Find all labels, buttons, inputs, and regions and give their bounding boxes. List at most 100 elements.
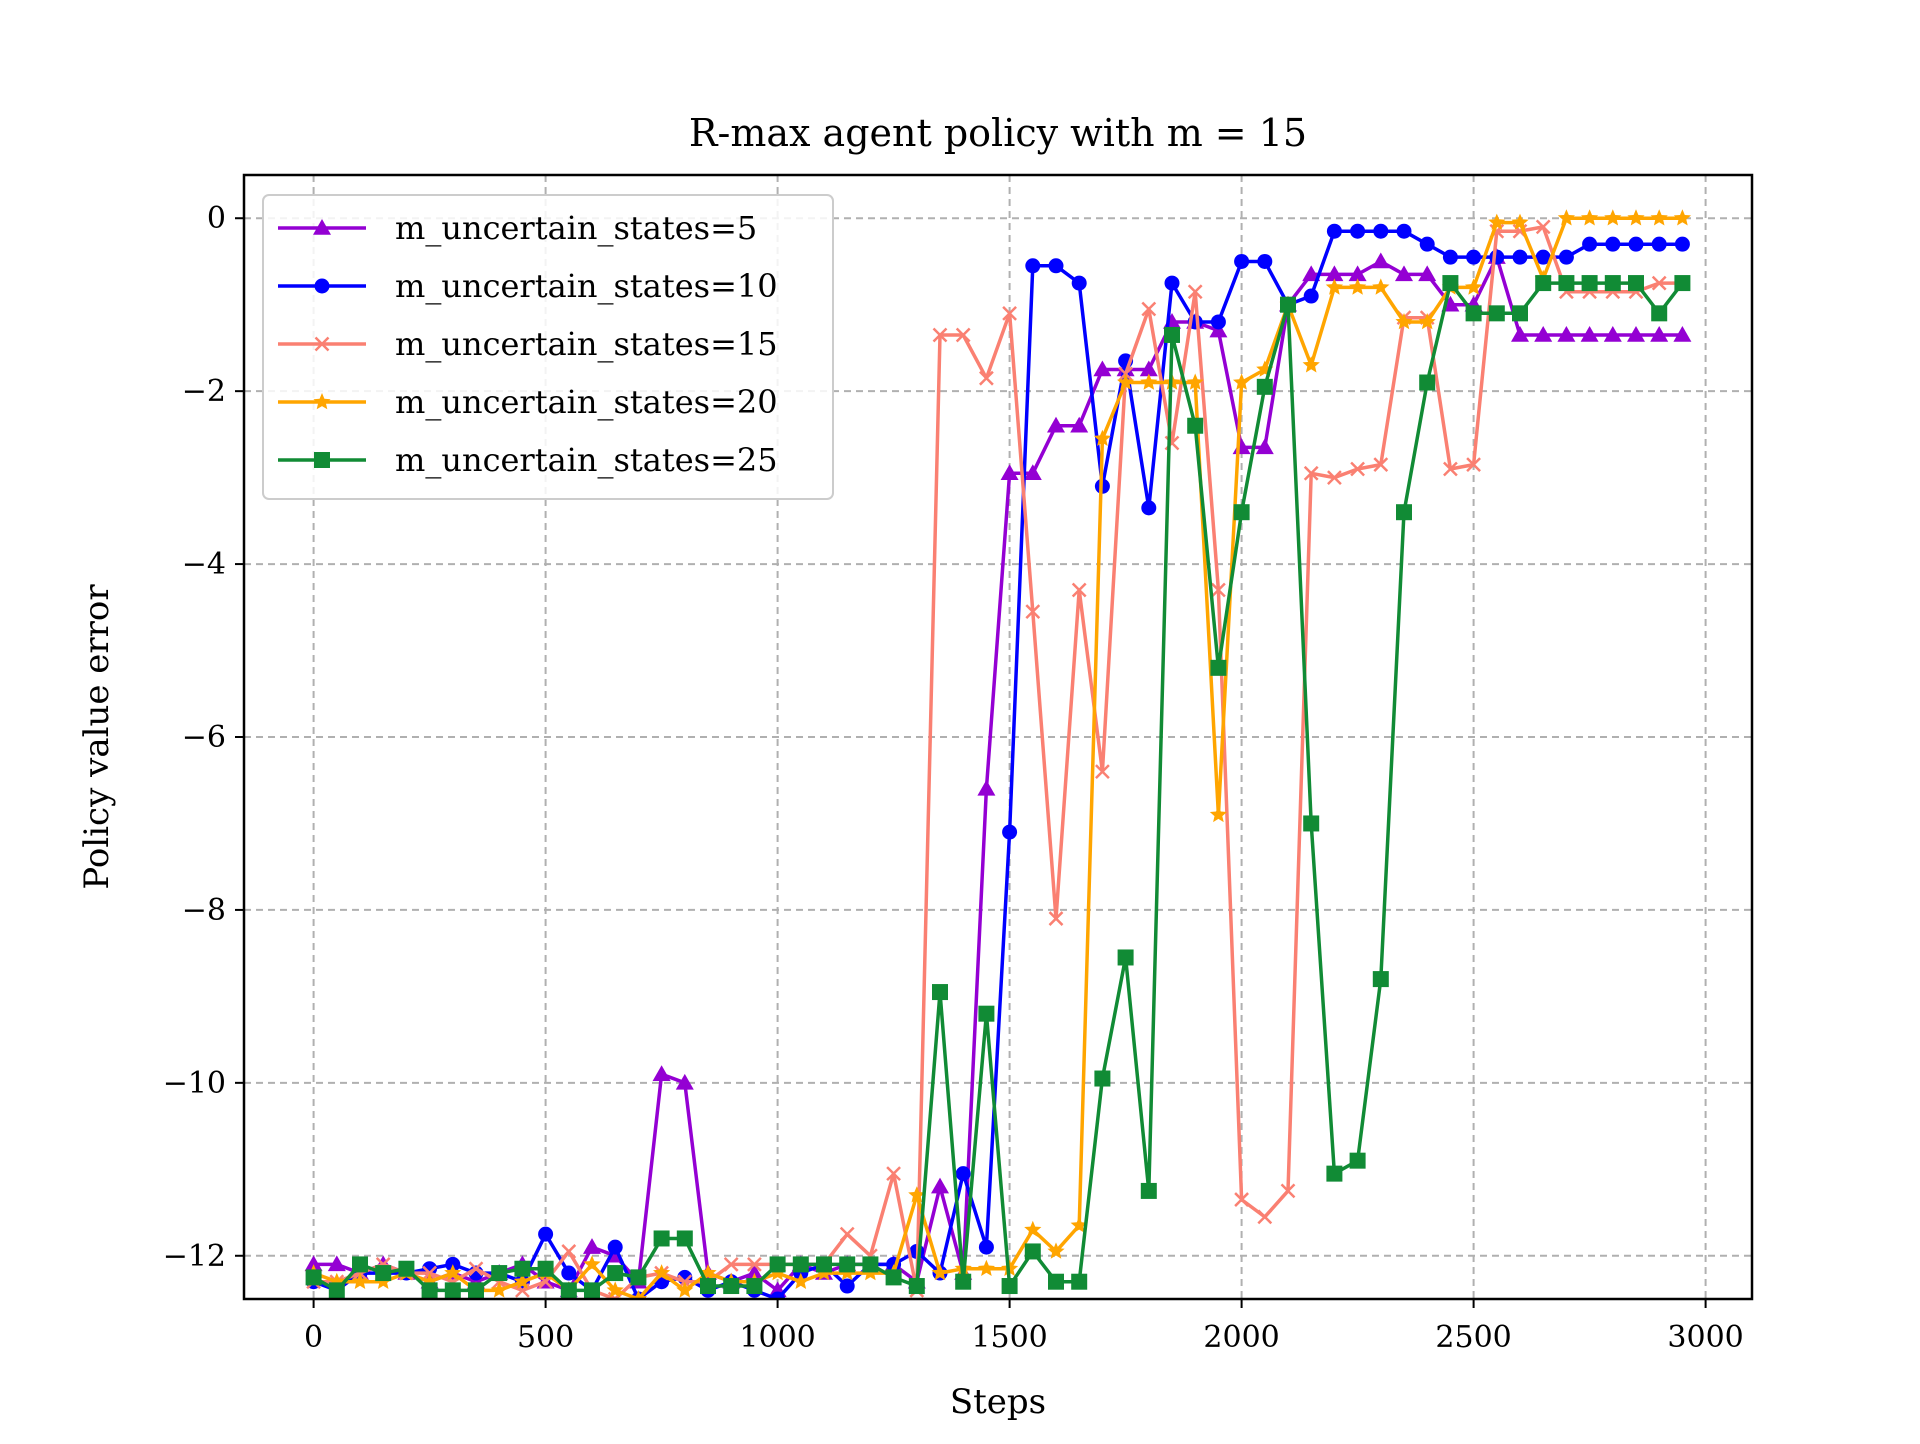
data-point: [1535, 249, 1551, 265]
data-point: [1257, 1209, 1273, 1225]
x-marker-stroke: [1071, 582, 1087, 598]
data-point: [747, 1257, 762, 1272]
legend-item: m_uncertain_states=5: [278, 209, 757, 247]
data-point: [978, 1005, 995, 1022]
x-marker-stroke: [468, 1261, 484, 1277]
data-point: [979, 370, 994, 386]
data-point: [1210, 314, 1226, 330]
series-5: [305, 275, 1691, 1299]
x-marker-stroke: [839, 1226, 855, 1242]
data-point: [1650, 209, 1668, 226]
data-point: [1419, 236, 1435, 252]
data-point: [1117, 373, 1135, 390]
data-point: [1325, 265, 1344, 282]
data-point: [375, 1265, 392, 1282]
data-point: [1350, 461, 1365, 477]
data-point: [327, 1255, 346, 1272]
data-point: [1396, 223, 1412, 239]
data-point: [1233, 504, 1250, 521]
data-point: [745, 1264, 764, 1280]
data-point: [1651, 275, 1667, 291]
series-line: [313, 225, 1683, 1299]
data-point: [561, 1244, 577, 1259]
data-point: [491, 1265, 508, 1282]
data-point: [1002, 305, 1017, 321]
data-point: [1604, 209, 1622, 226]
data-point: [305, 1269, 322, 1286]
data-point: [1256, 378, 1273, 395]
data-point: [607, 1265, 624, 1282]
x-tick-label: 1000: [739, 1320, 815, 1355]
data-point: [1419, 374, 1436, 391]
data-point: [1371, 252, 1390, 269]
data-point: [1535, 275, 1552, 292]
data-point: [1534, 325, 1553, 342]
data-point: [653, 1264, 671, 1281]
data-point: [1047, 416, 1065, 433]
data-point: [1488, 213, 1506, 230]
data-point: [1557, 325, 1576, 342]
data-point: [676, 1230, 693, 1247]
data-point: [1071, 275, 1087, 291]
data-point: [1674, 275, 1691, 292]
data-point: [908, 1186, 926, 1203]
data-point: [1209, 805, 1227, 823]
data-point: [1187, 284, 1203, 300]
data-point: [304, 1255, 323, 1272]
legend-label: m_uncertain_states=15: [395, 325, 778, 363]
x-tick-label: 0: [304, 1320, 323, 1355]
data-point: [886, 1166, 901, 1182]
x-marker-stroke: [955, 327, 971, 343]
legend-label: m_uncertain_states=25: [395, 441, 778, 479]
data-point: [769, 1256, 786, 1273]
y-tick-label: −8: [182, 893, 226, 928]
legend-item: m_uncertain_states=25: [278, 441, 778, 479]
chart-title: R-max agent policy with m = 15: [689, 111, 1307, 155]
data-point: [1349, 1152, 1366, 1169]
data-point: [1071, 582, 1087, 598]
data-point: [1141, 301, 1157, 317]
x-marker-stroke: [1373, 457, 1389, 473]
y-tick-label: −2: [182, 374, 226, 409]
data-point: [1628, 236, 1644, 252]
data-point: [723, 1257, 739, 1272]
data-point: [444, 1282, 461, 1299]
x-marker-stroke: [1187, 284, 1203, 300]
data-point: [885, 1269, 902, 1286]
x-marker-stroke: [1535, 219, 1551, 235]
x-axis-label: Steps: [950, 1382, 1046, 1422]
legend-marker: [314, 278, 330, 294]
data-point: [1303, 815, 1320, 832]
data-point: [607, 1239, 623, 1255]
data-point: [1280, 1183, 1296, 1199]
y-tick-label: −12: [163, 1239, 226, 1274]
data-point: [1558, 275, 1575, 292]
x-marker-stroke: [1280, 1183, 1296, 1199]
data-point: [1326, 223, 1342, 239]
data-point: [1488, 305, 1505, 322]
x-tick-label: 3000: [1667, 1320, 1743, 1355]
data-point: [1442, 275, 1459, 292]
data-point: [978, 1239, 994, 1255]
data-point: [560, 1282, 577, 1299]
data-point: [1139, 360, 1158, 377]
data-point: [352, 1256, 368, 1273]
data-point: [746, 1278, 763, 1295]
legend-marker: [313, 393, 331, 410]
x-marker-stroke: [1141, 301, 1157, 317]
data-point: [1558, 249, 1574, 265]
data-point: [955, 1166, 971, 1182]
x-tick-label: 2000: [1203, 1320, 1279, 1355]
data-point: [653, 1230, 670, 1247]
data-point: [1025, 604, 1041, 620]
data-point: [1327, 470, 1342, 485]
data-point: [770, 1291, 786, 1299]
data-point: [537, 1260, 554, 1277]
x-marker-stroke: [886, 1166, 901, 1182]
data-point: [1418, 265, 1437, 282]
grid: [244, 175, 1752, 1299]
data-point: [1557, 209, 1575, 226]
x-marker-stroke: [1025, 604, 1041, 620]
x-marker-stroke: [1327, 470, 1342, 485]
